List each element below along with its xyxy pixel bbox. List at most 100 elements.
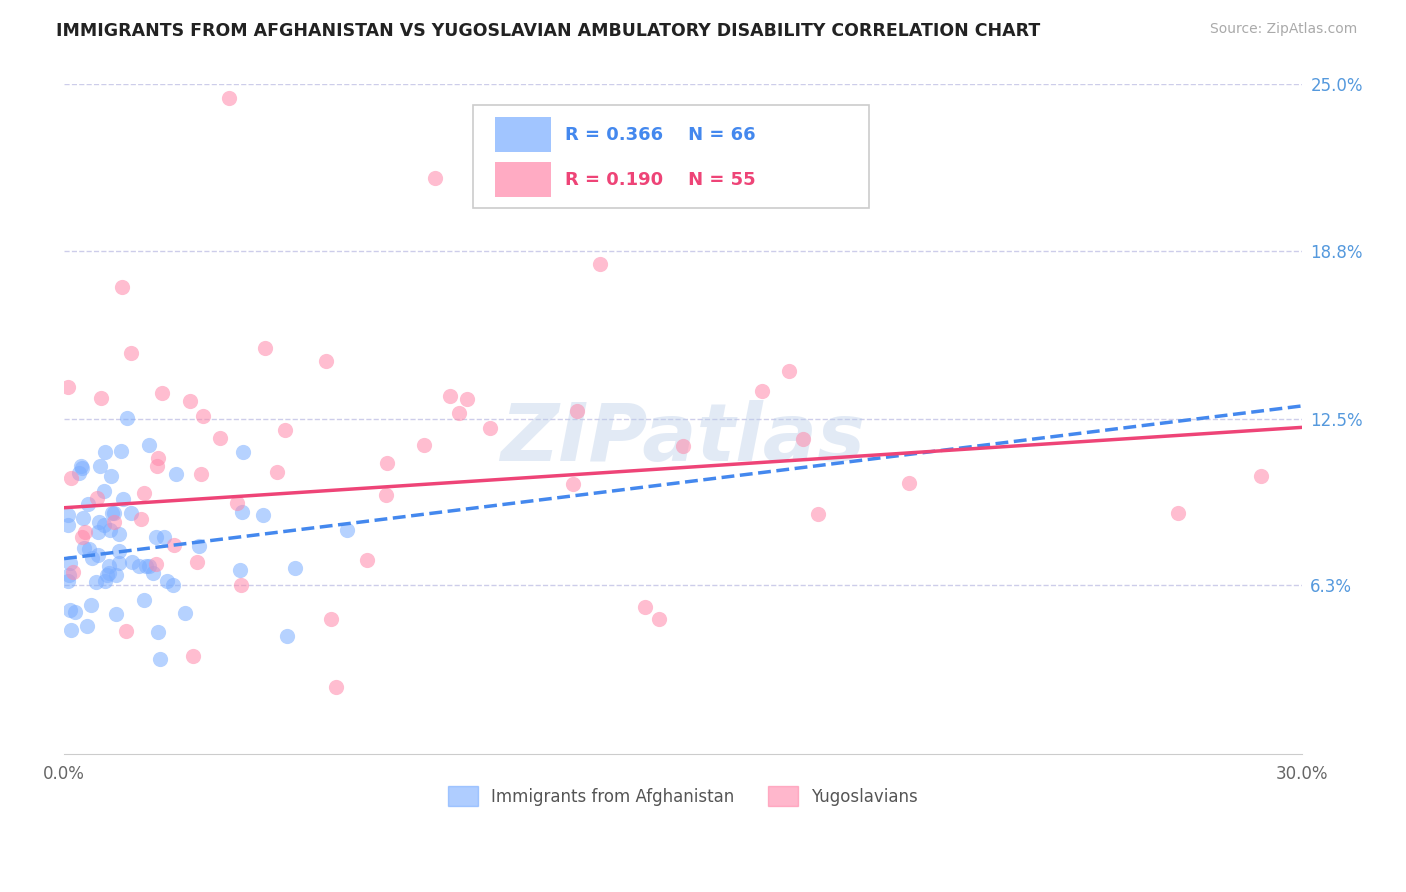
Point (103, 506, 125, 520)
Point (112, 491, 135, 506)
Point (80, 598, 103, 612)
Point (284, 561, 307, 575)
Point (179, 394, 201, 409)
Point (98, 523, 121, 537)
Text: R = 0.190    N = 55: R = 0.190 N = 55 (565, 170, 756, 188)
Point (59, 603, 82, 617)
Point (60, 471, 83, 485)
FancyBboxPatch shape (495, 162, 551, 197)
Point (231, 578, 253, 592)
Point (148, 625, 170, 640)
Text: Source: ZipAtlas.com: Source: ZipAtlas.com (1209, 22, 1357, 37)
Point (72, 510, 94, 524)
Point (132, 486, 155, 500)
Point (86, 491, 108, 505)
Point (120, 506, 142, 520)
Text: R = 0.366    N = 66: R = 0.366 N = 66 (565, 126, 756, 144)
Point (145, 558, 167, 572)
Point (110, 444, 132, 458)
Point (93, 518, 115, 533)
Text: IMMIGRANTS FROM AFGHANISTAN VS YUGOSLAVIAN AMBULATORY DISABILITY CORRELATION CHA: IMMIGRANTS FROM AFGHANISTAN VS YUGOSLAVI… (56, 22, 1040, 40)
Point (778, 364, 800, 378)
Point (94, 445, 117, 459)
Point (56, 574, 79, 588)
Point (111, 280, 134, 294)
Point (439, 389, 461, 403)
Point (276, 629, 298, 643)
Point (70, 459, 93, 474)
Point (97, 558, 120, 573)
Point (897, 476, 920, 491)
Point (672, 439, 695, 453)
Point (101, 506, 124, 520)
Point (96, 568, 118, 582)
Point (103, 515, 125, 529)
Point (76, 619, 98, 633)
Point (229, 564, 252, 578)
Point (193, 409, 215, 423)
Point (108, 557, 131, 571)
Point (146, 458, 169, 473)
Point (356, 553, 378, 567)
Point (375, 456, 398, 470)
Point (146, 450, 169, 465)
Point (60, 624, 83, 638)
Point (108, 527, 131, 541)
Point (75, 525, 97, 540)
Point (226, 495, 249, 509)
Point (565, 404, 588, 418)
Point (90, 392, 112, 406)
Point (188, 540, 211, 554)
Point (315, 353, 337, 368)
Point (181, 648, 204, 663)
Point (62, 565, 84, 579)
Point (97, 566, 120, 581)
FancyBboxPatch shape (495, 117, 551, 153)
Point (634, 600, 657, 615)
Point (141, 566, 163, 580)
Point (128, 559, 150, 574)
Point (138, 558, 160, 573)
Point (163, 537, 186, 551)
Point (266, 465, 288, 479)
Point (231, 505, 253, 519)
Point (252, 508, 274, 522)
Point (86, 575, 108, 590)
Point (87, 525, 110, 540)
Point (63, 605, 86, 619)
Point (751, 384, 773, 399)
Point (479, 421, 502, 435)
Point (56, 379, 79, 393)
Legend: Immigrants from Afghanistan, Yugoslavians: Immigrants from Afghanistan, Yugoslavian… (441, 780, 925, 813)
Point (59, 557, 82, 571)
Point (321, 612, 343, 626)
Point (145, 529, 167, 543)
Point (561, 477, 583, 491)
Point (70, 460, 93, 475)
Point (79, 542, 101, 557)
Point (120, 346, 142, 360)
Point (412, 438, 434, 452)
Point (108, 543, 131, 558)
Point (150, 386, 173, 401)
Point (807, 507, 830, 521)
Point (1250, 469, 1272, 483)
Point (156, 574, 179, 588)
Point (72, 530, 94, 544)
Point (56, 508, 79, 522)
Point (104, 567, 127, 582)
Point (336, 523, 359, 537)
Point (425, 171, 447, 186)
Point (135, 559, 157, 574)
Point (114, 624, 136, 639)
Point (87, 548, 110, 562)
Point (148, 652, 170, 666)
Point (648, 612, 671, 626)
FancyBboxPatch shape (472, 104, 869, 209)
Point (89, 458, 111, 473)
Point (87, 515, 110, 529)
Point (166, 467, 188, 482)
Point (94, 574, 117, 588)
Point (209, 431, 232, 445)
Point (456, 392, 478, 406)
